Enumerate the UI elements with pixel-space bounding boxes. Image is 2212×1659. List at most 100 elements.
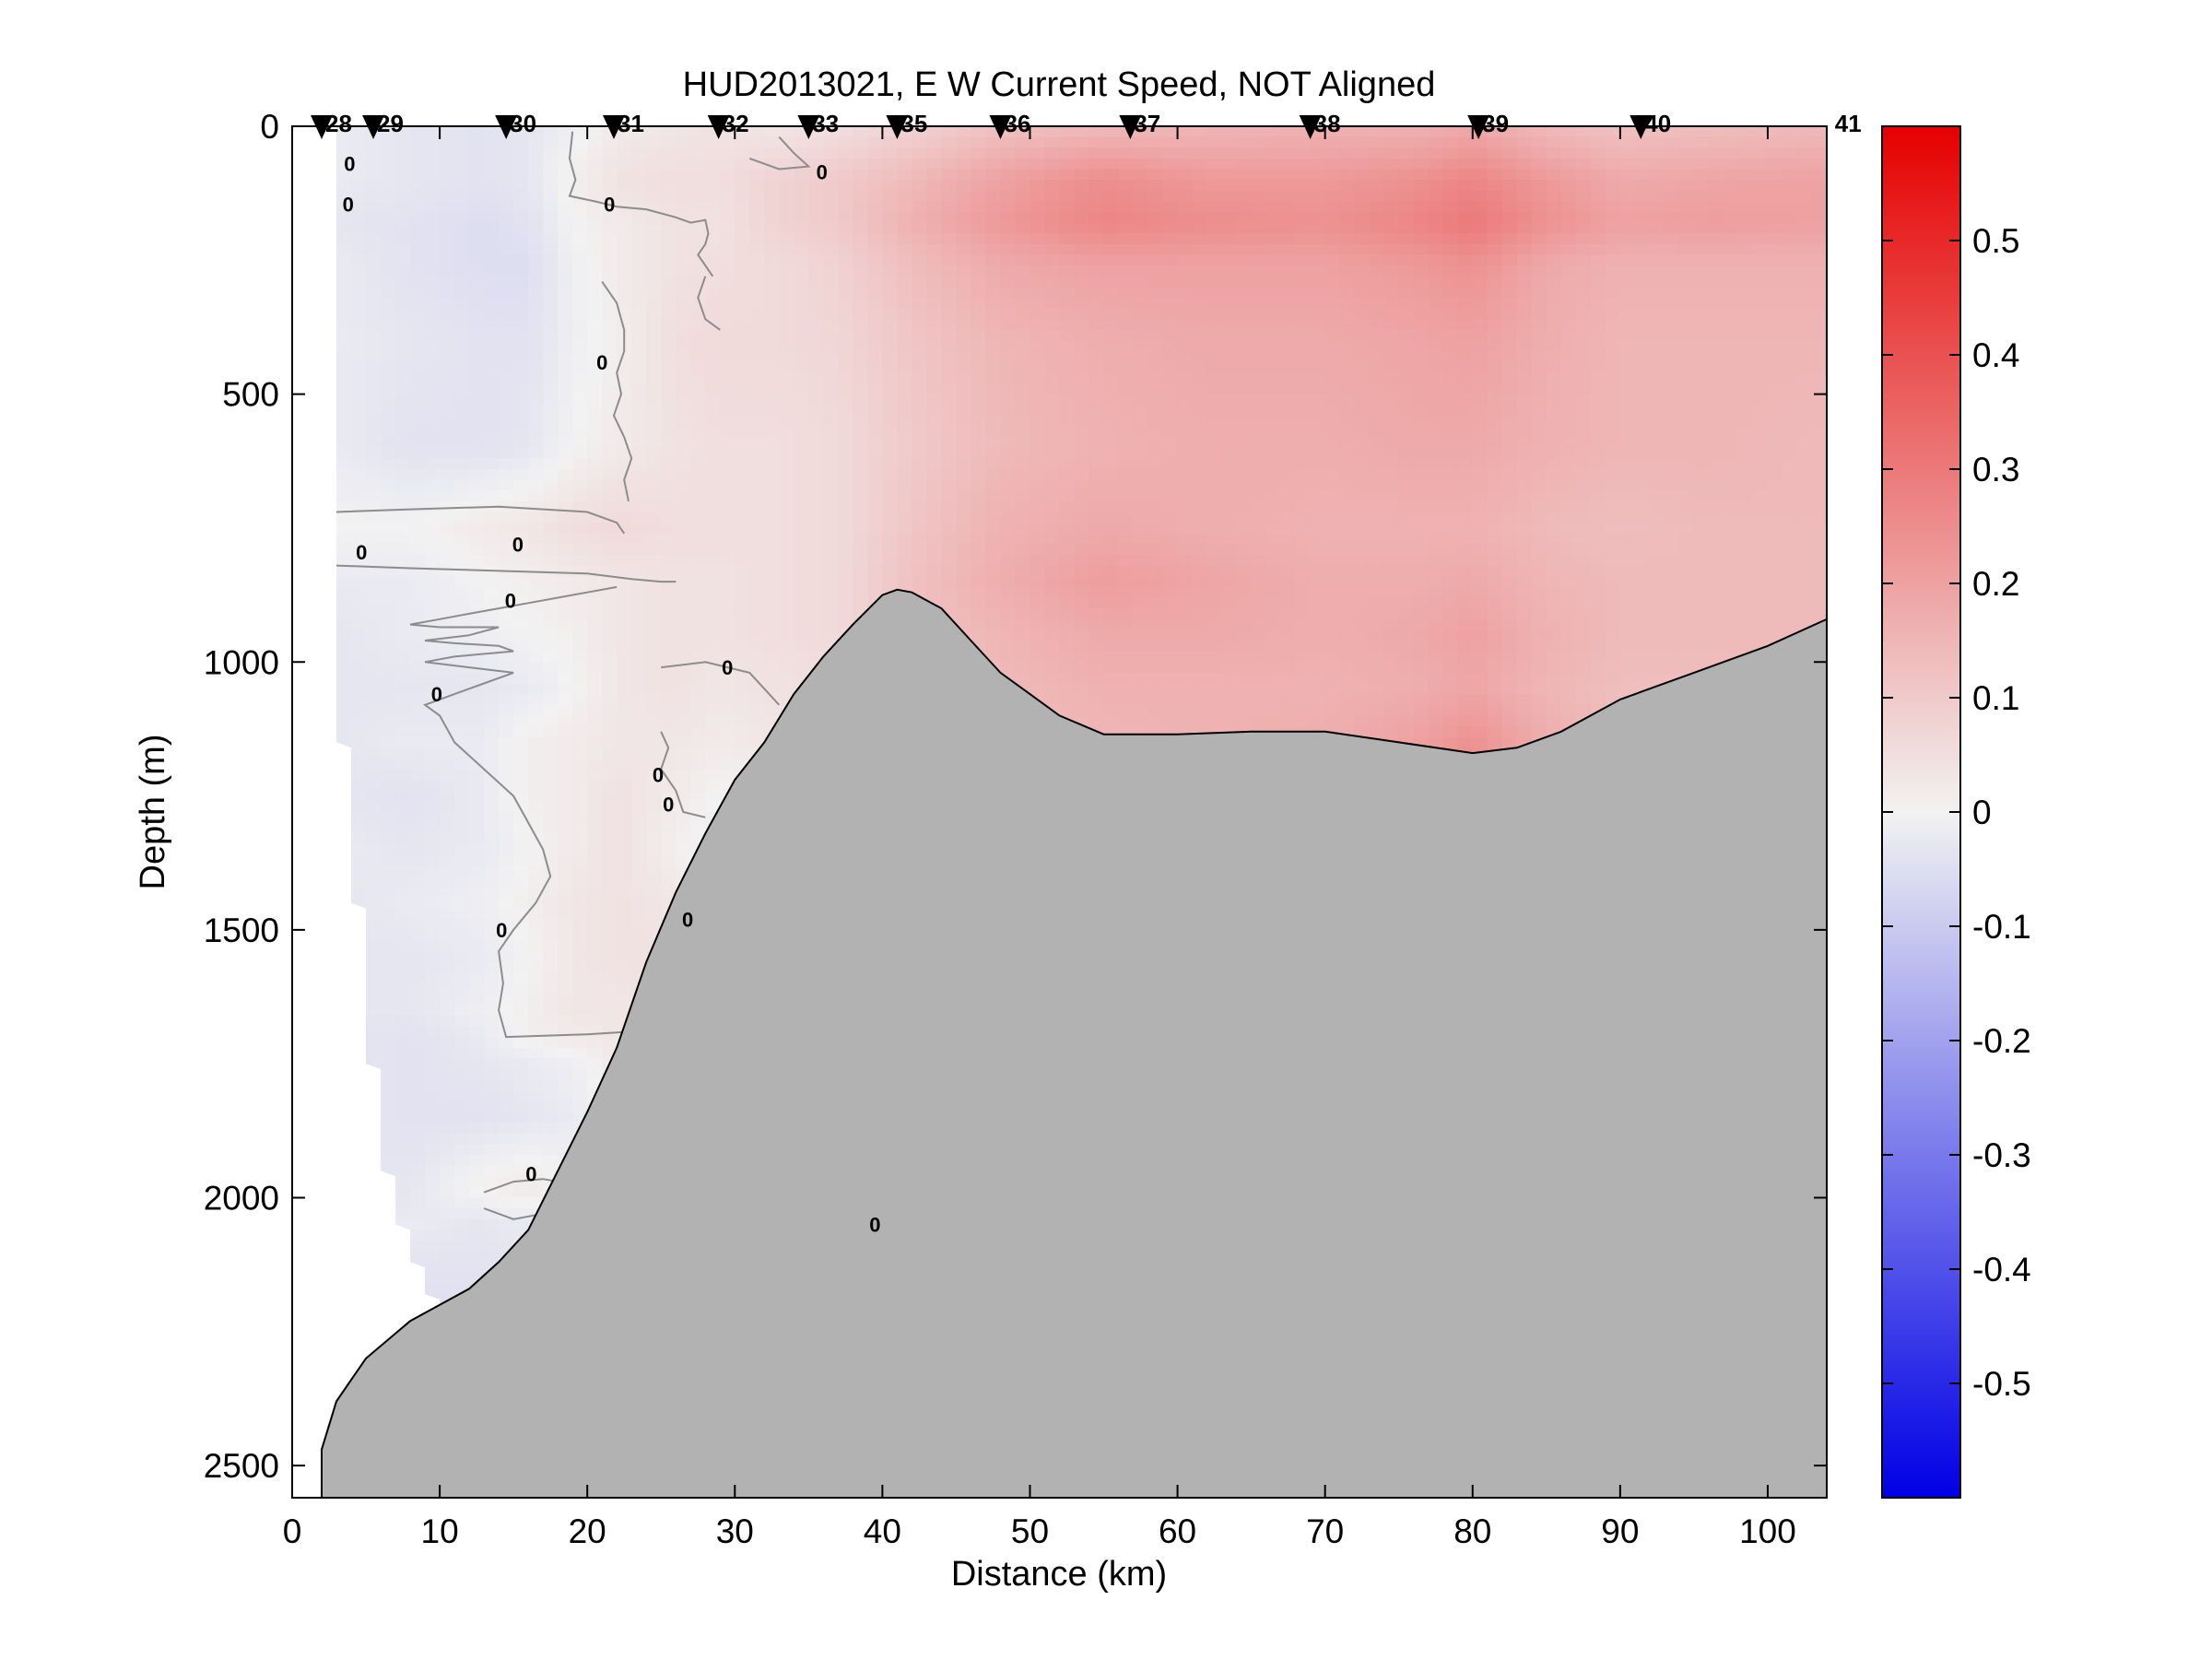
field-cell xyxy=(853,512,868,524)
field-cell xyxy=(808,276,824,288)
field-cell xyxy=(381,405,396,417)
field-cell xyxy=(484,147,500,159)
field-cell xyxy=(528,469,544,481)
field-cell xyxy=(661,523,677,535)
field-cell xyxy=(764,490,780,502)
field-cell xyxy=(779,426,794,438)
field-cell xyxy=(484,1112,500,1124)
field-cell xyxy=(587,555,603,567)
field-cell xyxy=(853,201,868,213)
field-cell xyxy=(587,265,603,277)
field-cell xyxy=(513,758,529,771)
field-cell xyxy=(366,415,382,428)
field-cell xyxy=(513,961,529,973)
field-cell xyxy=(381,876,396,888)
field-cell xyxy=(720,576,735,588)
field-cell xyxy=(381,672,396,685)
field-cell xyxy=(779,555,794,567)
field-cell xyxy=(572,801,588,813)
field-cell xyxy=(454,190,470,202)
field-cell xyxy=(823,629,839,641)
field-cell xyxy=(336,672,352,685)
field-cell xyxy=(853,426,868,438)
field-cell xyxy=(395,426,411,438)
field-cell xyxy=(395,1123,411,1135)
field-cell xyxy=(764,372,780,384)
field-cell xyxy=(499,512,514,524)
field-cell xyxy=(351,618,367,630)
field-cell xyxy=(410,479,426,491)
field-cell xyxy=(661,758,677,771)
field-cell xyxy=(425,469,441,481)
field-cell xyxy=(366,812,382,824)
field-cell xyxy=(735,565,750,577)
field-cell xyxy=(543,1069,559,1081)
field-cell xyxy=(808,437,824,449)
field-cell xyxy=(779,479,794,491)
field-cell xyxy=(366,426,382,438)
field-cell xyxy=(336,544,352,556)
field-cell xyxy=(676,683,691,695)
field-cell xyxy=(572,983,588,995)
field-cell xyxy=(425,1026,441,1038)
field-cell xyxy=(705,372,721,384)
field-cell xyxy=(558,180,573,192)
field-cell xyxy=(631,672,647,685)
field-cell xyxy=(823,565,839,577)
field-cell xyxy=(543,243,559,256)
field-cell xyxy=(454,940,470,952)
field-cell xyxy=(705,447,721,459)
field-cell xyxy=(587,147,603,159)
field-cell xyxy=(808,608,824,620)
field-cell xyxy=(499,1208,514,1220)
field-cell xyxy=(454,180,470,192)
field-cell xyxy=(749,683,765,695)
field-cell xyxy=(735,319,750,331)
field-cell xyxy=(395,265,411,277)
field-cell xyxy=(425,254,441,266)
field-cell xyxy=(661,265,677,277)
field-cell xyxy=(646,233,662,245)
field-cell xyxy=(749,254,765,266)
field-cell xyxy=(690,704,706,716)
field-cell xyxy=(410,1026,426,1038)
field-cell xyxy=(351,812,367,824)
field-cell xyxy=(602,265,618,277)
field-cell xyxy=(425,972,441,984)
field-cell xyxy=(395,865,411,877)
field-cell xyxy=(661,833,677,845)
field-cell xyxy=(617,983,632,995)
field-cell xyxy=(513,180,529,192)
field-cell xyxy=(853,415,868,428)
field-cell xyxy=(499,780,514,792)
field-cell xyxy=(558,512,573,524)
field-cell xyxy=(410,1155,426,1167)
field-cell xyxy=(676,533,691,545)
field-cell xyxy=(661,351,677,363)
field-cell xyxy=(351,340,367,352)
field-cell xyxy=(528,780,544,792)
field-cell xyxy=(440,1165,455,1177)
field-cell xyxy=(543,233,559,245)
field-cell xyxy=(410,833,426,845)
field-cell xyxy=(366,887,382,899)
field-cell xyxy=(454,405,470,417)
field-cell xyxy=(484,158,500,171)
field-cell xyxy=(410,340,426,352)
field-cell xyxy=(558,780,573,792)
field-cell xyxy=(823,136,839,148)
field-cell xyxy=(425,597,441,609)
field-cell xyxy=(631,298,647,310)
field-cell xyxy=(572,876,588,888)
field-cell xyxy=(381,361,396,373)
field-cell xyxy=(794,243,809,256)
field-cell xyxy=(425,1144,441,1156)
field-cell xyxy=(808,265,824,277)
field-cell xyxy=(631,758,647,771)
field-cell xyxy=(602,447,618,459)
field-cell xyxy=(454,287,470,299)
field-cell xyxy=(484,126,500,138)
field-cell xyxy=(469,1262,485,1274)
field-cell xyxy=(735,704,750,716)
field-cell xyxy=(572,458,588,470)
